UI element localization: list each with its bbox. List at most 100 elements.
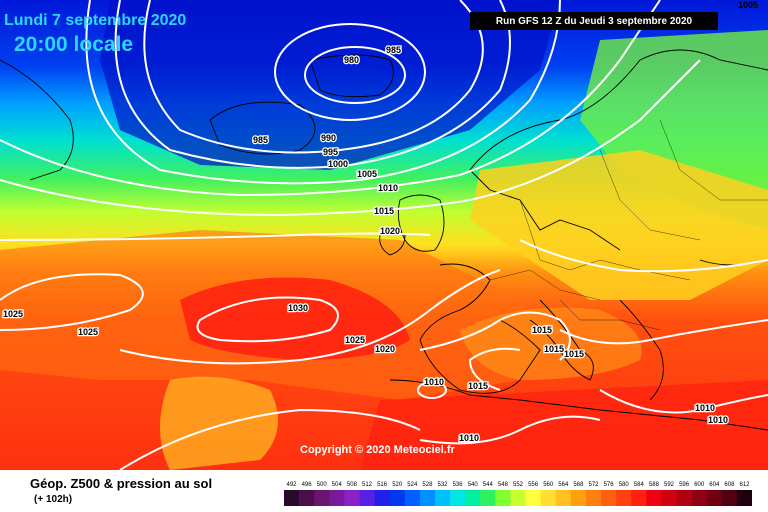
corner-isobar-label: 1005 [738, 0, 759, 10]
isobar-label: 980 [344, 55, 359, 65]
scale-label: 560 [543, 482, 554, 488]
forecast-time: 20:00 locale [14, 33, 134, 56]
z500-shading [0, 0, 768, 470]
scale-swatch [585, 490, 602, 506]
isobar-label: 1030 [288, 303, 308, 313]
scale-swatch [435, 490, 451, 506]
isobar-label: 1025 [3, 309, 23, 319]
isobar-label: 985 [253, 135, 268, 145]
weather-map: 985 980 985 990 995 1000 1005 1010 1015 … [0, 0, 768, 470]
isobar-label: 1005 [357, 169, 377, 179]
scale-swatch [525, 490, 541, 506]
scale-label: 504 [332, 482, 343, 488]
scale-label: 540 [468, 482, 479, 488]
scale-swatch [404, 490, 421, 506]
scale-swatch [646, 490, 662, 506]
scale-swatch [329, 490, 345, 506]
scale-label: 548 [498, 482, 509, 488]
scale-swatch [736, 490, 752, 506]
scale-label: 596 [679, 482, 690, 488]
scale-label: 544 [483, 482, 494, 488]
scale-label: 556 [528, 482, 539, 488]
scale-swatch [601, 490, 617, 506]
scale-label: 552 [513, 482, 524, 488]
scale-label: 588 [649, 482, 660, 488]
isobar-label: 995 [323, 147, 338, 157]
scale-swatch [359, 490, 375, 506]
scale-label: 580 [619, 482, 630, 488]
isobar-label: 1015 [468, 381, 488, 391]
scale-swatch [344, 490, 360, 506]
scale-label: 612 [739, 482, 750, 488]
med-orange [460, 307, 642, 380]
isobar-label: 1020 [380, 226, 400, 236]
scale-label: 524 [407, 482, 418, 488]
yellow-europe [470, 150, 768, 300]
map-title: Géop. Z500 & pression au sol [30, 476, 213, 491]
scale-label: 492 [286, 482, 297, 488]
scale-swatch [691, 490, 707, 506]
isobar-label: 1010 [459, 433, 479, 443]
scale-label: 604 [709, 482, 720, 488]
scale-label: 572 [588, 482, 599, 488]
scale-swatch [661, 490, 677, 506]
scale-label: 600 [694, 482, 705, 488]
orange-south [160, 376, 278, 470]
low-core [100, 0, 560, 170]
isobar-label: 1015 [564, 349, 584, 359]
isobar-label: 1015 [544, 344, 564, 354]
scale-label: 516 [377, 482, 388, 488]
scale-swatch [374, 490, 390, 506]
scale-swatch [284, 490, 300, 506]
scale-label: 496 [302, 482, 313, 488]
isobar-label: 1025 [345, 335, 365, 345]
red-high [180, 277, 410, 360]
isobar-label: 1015 [532, 325, 552, 335]
scale-label: 608 [724, 482, 735, 488]
scale-label: 592 [664, 482, 675, 488]
isobar-labels: 985 980 985 990 995 1000 1005 1010 1015 … [2, 44, 730, 445]
scale-swatch [450, 490, 466, 506]
scale-swatch [389, 490, 406, 506]
scale-swatch [721, 490, 738, 506]
scale-label: 564 [558, 482, 569, 488]
isobar-label: 1000 [328, 159, 348, 169]
scale-swatch [299, 490, 315, 506]
scale-label: 500 [317, 482, 328, 488]
lead-time: (+ 102h) [34, 494, 73, 505]
isobars [0, 0, 768, 470]
isobar-label: 1010 [378, 183, 398, 193]
scale-swatch [480, 490, 496, 506]
copyright-notice: Copyright © 2020 Meteociel.fr [300, 444, 455, 456]
isobar-label: 1010 [708, 415, 728, 425]
scale-label: 520 [392, 482, 403, 488]
scale-swatch [465, 490, 481, 506]
isobar-label: 1010 [695, 403, 715, 413]
scale-swatch [631, 490, 647, 506]
isobar-label: 1015 [374, 206, 394, 216]
scale-swatch [510, 490, 526, 506]
scale-label: 568 [573, 482, 584, 488]
scale-swatch [540, 490, 556, 506]
scale-label: 528 [422, 482, 433, 488]
scale-swatch [495, 490, 511, 506]
isobar-label: 985 [386, 45, 401, 55]
isobar-label: 1025 [78, 327, 98, 337]
scale-swatch [676, 490, 692, 506]
color-scale: 492 496 500 504 508 512 516 520 524 528 532 536 540 5… [284, 482, 752, 506]
africa-heat [360, 380, 768, 470]
scale-label: 532 [437, 482, 448, 488]
scale-label: 512 [362, 482, 373, 488]
model-run-banner: Run GFS 12 Z du Jeudi 3 septembre 2020 [470, 12, 718, 30]
scale-swatch [419, 490, 436, 506]
scale-swatch [616, 490, 632, 506]
scale-label: 576 [604, 482, 615, 488]
scale-label: 584 [634, 482, 645, 488]
scale-label: 508 [347, 482, 358, 488]
isobar-label: 1010 [424, 377, 444, 387]
forecast-date: Lundi 7 septembre 2020 [4, 12, 187, 29]
isobar-label: 1020 [375, 344, 395, 354]
scale-swatch [314, 490, 330, 506]
scale-swatch [570, 490, 587, 506]
isobar-label: 990 [321, 133, 336, 143]
